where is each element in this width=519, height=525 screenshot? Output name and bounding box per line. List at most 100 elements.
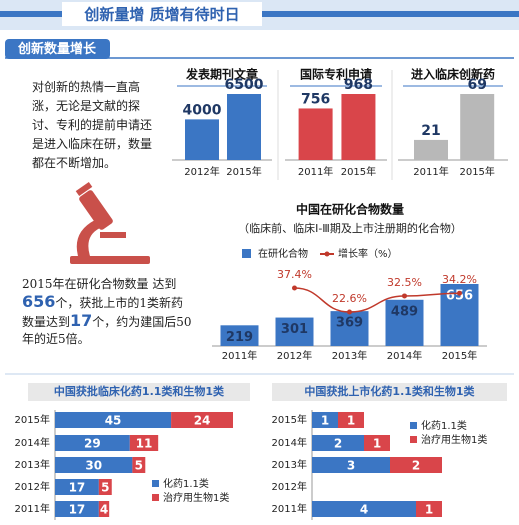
value-label: 22.6% — [332, 292, 367, 305]
value-label: 45 — [105, 414, 122, 428]
bar-segment — [338, 412, 364, 428]
bar — [185, 119, 219, 160]
bar — [460, 94, 495, 160]
x-tick-label: 2015年 — [226, 165, 261, 178]
value-label: 2 — [334, 437, 342, 451]
value-label: 6500 — [225, 77, 264, 93]
icon-base — [70, 256, 150, 264]
chart-title: 中国获批临床化药1.1类和生物1类 — [54, 384, 225, 398]
bar-segment — [364, 435, 390, 451]
bar-segment — [55, 457, 133, 473]
legend-label: 在研化合物 — [258, 247, 308, 260]
legend-label: 治疗用生物1类 — [163, 491, 229, 504]
intro-text: 对创新的热情一直高涨，无论是文献的探讨、专利的提前申请还是进入临床在研，数量都在… — [32, 80, 153, 170]
icon-stage — [100, 232, 126, 238]
bar-segment — [132, 457, 146, 473]
summary-part: 个，约为建国后50年的近5倍。 — [22, 315, 192, 346]
icon-tube — [79, 190, 113, 230]
bar-segment — [55, 501, 99, 517]
bar-segment — [98, 501, 110, 517]
legend-label: 增长率（%） — [338, 247, 398, 260]
bar-segment — [55, 479, 99, 495]
x-tick-label: 2012年 — [277, 349, 312, 362]
x-tick-label: 2013年 — [332, 349, 367, 362]
bar — [414, 139, 448, 160]
x-tick-label: 2015年 — [341, 165, 376, 178]
y-tick-label: 2014年 — [15, 436, 50, 449]
x-tick-label: 2012年 — [184, 165, 219, 178]
legend-swatch — [152, 480, 159, 487]
bar — [275, 317, 314, 346]
value-label: 5 — [135, 459, 143, 473]
y-tick-label: 2014年 — [272, 436, 307, 449]
bar-segment — [55, 412, 172, 428]
chart-subtitle: （临床前、临床Ⅰ-Ⅲ期及上市注册期的化合物） — [238, 221, 462, 235]
icon-eyepiece — [75, 181, 93, 197]
y-tick-label: 2012年 — [272, 480, 307, 493]
x-tick-label: 2015年 — [459, 165, 494, 178]
bar — [298, 108, 333, 160]
value-label: 34.2% — [442, 273, 477, 286]
legend-swatch — [324, 251, 330, 257]
y-tick-label: 2013年 — [15, 458, 50, 471]
value-label: 3 — [347, 459, 355, 473]
x-tick-label: 2011年 — [298, 165, 333, 178]
value-label: 29 — [84, 437, 101, 451]
value-label: 369 — [336, 316, 363, 331]
x-tick-label: 2011年 — [222, 349, 257, 362]
y-tick-label: 2015年 — [272, 413, 307, 426]
x-tick-label: 2015年 — [442, 349, 477, 362]
value-label: 219 — [226, 330, 253, 345]
header-box — [62, 2, 262, 26]
microscope-icon — [70, 181, 150, 264]
value-label: 656 — [446, 289, 473, 304]
bar — [220, 325, 259, 346]
value-label: 30 — [85, 459, 102, 473]
value-label: 21 — [421, 123, 440, 139]
bar-segment — [171, 412, 233, 428]
chart-title: 国际专利申请 — [300, 67, 372, 82]
value-label: 2 — [412, 459, 420, 473]
growth-point — [457, 290, 462, 296]
value-label: 11 — [136, 437, 153, 451]
bar — [227, 94, 261, 160]
legend-label: 化药1.1类 — [163, 477, 209, 490]
title-band — [28, 383, 250, 401]
value-label: 1 — [321, 414, 329, 428]
icon-arm — [76, 220, 100, 256]
legend-swatch — [410, 436, 417, 443]
value-label: 69 — [467, 77, 486, 93]
y-tick-label: 2011年 — [15, 502, 50, 515]
value-label: 4000 — [183, 102, 222, 118]
summary-part: 个，获批上市的1类新药数量达到 — [22, 296, 184, 329]
title-band — [272, 383, 507, 401]
value-label: 17 — [69, 503, 86, 517]
value-label: 17 — [69, 481, 86, 495]
legend-label: 治疗用生物1类 — [421, 433, 487, 446]
bar-segment — [312, 501, 416, 517]
growth-line — [294, 287, 460, 313]
summary-text: 2015年在研化合物数量 达到656个，获批上市的1类新药数量达到17个，约为建… — [22, 276, 194, 348]
x-tick-label: 2014年 — [387, 349, 422, 362]
value-label: 1 — [373, 437, 381, 451]
header-title: 创新量增 质增有待时日 — [83, 6, 239, 24]
summary-part: 2015年在研化合物数量 达到 — [22, 277, 177, 291]
section-title: 创新数量增长 — [17, 41, 97, 57]
summary-highlight: 656 — [22, 292, 56, 311]
bar — [385, 299, 424, 346]
value-label: 301 — [281, 322, 308, 337]
legend-swatch — [242, 249, 251, 258]
bar-segment — [129, 435, 159, 451]
bar-segment — [55, 435, 130, 451]
chart-title: 中国获批上市化药1.1类和生物1类 — [304, 384, 475, 398]
x-tick-label: 2011年 — [413, 165, 448, 178]
y-tick-label: 2012年 — [15, 480, 50, 493]
bar — [341, 94, 376, 160]
value-label: 37.4% — [277, 268, 312, 281]
chart-title: 发表期刊文章 — [185, 67, 258, 82]
value-label: 968 — [344, 77, 373, 93]
growth-point — [402, 293, 407, 299]
bar-segment — [312, 412, 338, 428]
